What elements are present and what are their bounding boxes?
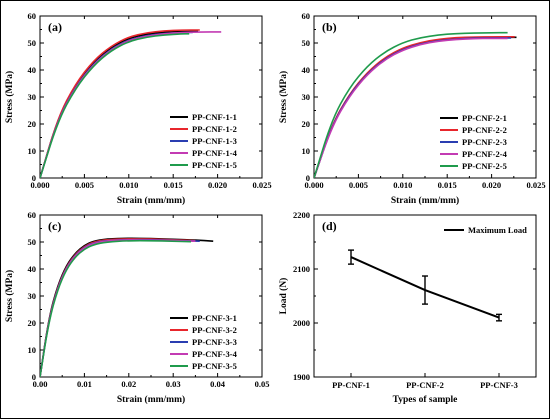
- y-tick-label: 60: [28, 210, 37, 220]
- x-tick-label: 0.03: [166, 379, 181, 389]
- y-tick-label: 0: [32, 173, 36, 183]
- x-tick-label: 0.05: [255, 379, 270, 389]
- x-category-label: PP-CNF-3: [480, 380, 518, 390]
- y-axis-label: Load (N): [278, 278, 289, 315]
- x-tick-label: 0.000: [30, 180, 49, 190]
- y-tick-label: 30: [28, 92, 37, 102]
- y-tick-label: 40: [302, 65, 311, 75]
- x-tick-label: 0.000: [304, 180, 323, 190]
- y-tick-label: 2200: [293, 210, 310, 220]
- x-tick-label: 0.010: [119, 180, 138, 190]
- x-tick-label: 0.010: [393, 180, 412, 190]
- plot-area: [40, 29, 222, 178]
- y-tick-label: 1900: [293, 372, 310, 382]
- y-tick-label: 2100: [293, 264, 310, 274]
- legend-label: PP-CNF-3-3: [192, 337, 237, 347]
- legend-label: PP-CNF-2-3: [462, 137, 507, 147]
- legend-label: PP-CNF-3-4: [192, 349, 238, 359]
- x-tick-label: 0.020: [208, 180, 227, 190]
- legend-label: PP-CNF-1-3: [192, 136, 237, 146]
- x-axis-label: Strain (mm/mm): [117, 394, 185, 405]
- y-tick-label: 0: [306, 173, 310, 183]
- legend-label: PP-CNF-3-1: [192, 313, 237, 323]
- x-tick-label: 0.015: [164, 180, 183, 190]
- x-tick-label: 0.01: [77, 379, 92, 389]
- panel-letter: (c): [48, 219, 61, 233]
- plot-area: [40, 237, 214, 377]
- y-axis-label: Stress (MPa): [4, 71, 15, 123]
- x-tick-label: 0.005: [75, 180, 94, 190]
- y-tick-label: 2000: [293, 318, 310, 328]
- plot-area: [314, 31, 517, 178]
- y-tick-label: 50: [28, 237, 37, 247]
- legend-label: PP-CNF-1-4: [192, 148, 238, 158]
- y-tick-label: 50: [302, 38, 311, 48]
- panel-2: 0 10 20 30 40 50 60 0.000 0.005 0.010 0.015 0.020 0.…: [278, 11, 546, 206]
- x-tick-label: 0.04: [210, 379, 226, 389]
- x-axis-label: Strain (mm/mm): [391, 195, 459, 206]
- legend-label: PP-CNF-2-2: [462, 125, 507, 135]
- y-tick-label: 20: [28, 119, 37, 129]
- y-tick-label: 0: [32, 372, 36, 382]
- legend-label: PP-CNF-2-1: [462, 113, 507, 123]
- x-tick-label: 0.005: [349, 180, 368, 190]
- x-tick-label: 0.015: [438, 180, 457, 190]
- panel-1: 0 10 20 30 40 50 60 0.000 0.005 0.010 0.015 0.020 0.…: [4, 11, 272, 206]
- x-category-label: PP-CNF-2: [406, 380, 444, 390]
- x-tick-label: 0.025: [526, 180, 545, 190]
- panel-letter: (d): [322, 219, 337, 233]
- y-axis-label: Stress (MPa): [278, 71, 289, 123]
- y-tick-label: 30: [28, 291, 37, 301]
- legend-label: Maximum Load: [468, 225, 527, 235]
- x-tick-label: 0.025: [252, 180, 271, 190]
- series-line-5: [40, 33, 190, 178]
- legend-label: PP-CNF-2-4: [462, 149, 508, 159]
- panel-4: 1900 2000 2100 2200 PP-CNF-1 PP-CNF-2 PP-CNF-3…: [278, 210, 537, 405]
- y-tick-label: 30: [302, 92, 311, 102]
- y-tick-label: 10: [28, 345, 37, 355]
- x-axis-label: Types of sample: [393, 395, 458, 405]
- x-tick-label: 0.020: [482, 180, 501, 190]
- y-tick-label: 20: [302, 119, 311, 129]
- panel-letter: (b): [322, 20, 337, 34]
- y-tick-label: 50: [28, 38, 37, 48]
- panel-3: 0 10 20 30 40 50 60 0.00 0.01 0.02 0.03 0.04 0.05 Str…: [4, 210, 269, 405]
- series-line-4: [314, 37, 508, 178]
- legend-label: PP-CNF-1-5: [192, 160, 237, 170]
- y-tick-label: 10: [28, 146, 37, 156]
- x-category-label: PP-CNF-1: [332, 380, 370, 390]
- y-axis-label: Stress (MPa): [4, 270, 15, 322]
- panel-letter: (a): [48, 20, 62, 34]
- legend-label: PP-CNF-3-5: [192, 361, 237, 371]
- series-line-5: [314, 31, 508, 178]
- y-tick-label: 60: [302, 11, 311, 21]
- y-tick-label: 40: [28, 65, 37, 75]
- series-line-5: [40, 239, 192, 377]
- x-axis-label: Strain (mm/mm): [117, 195, 185, 206]
- plot-area: [348, 249, 502, 322]
- y-tick-label: 10: [302, 146, 311, 156]
- y-tick-label: 40: [28, 264, 37, 274]
- legend-label: PP-CNF-2-5: [462, 161, 507, 171]
- y-tick-label: 20: [28, 318, 37, 328]
- legend-label: PP-CNF-3-2: [192, 325, 237, 335]
- x-tick-label: 0.02: [121, 379, 136, 389]
- legend-label: PP-CNF-1-1: [192, 112, 237, 122]
- x-tick-label: 0.00: [33, 379, 48, 389]
- y-tick-label: 60: [28, 11, 37, 21]
- legend-label: PP-CNF-1-2: [192, 124, 237, 134]
